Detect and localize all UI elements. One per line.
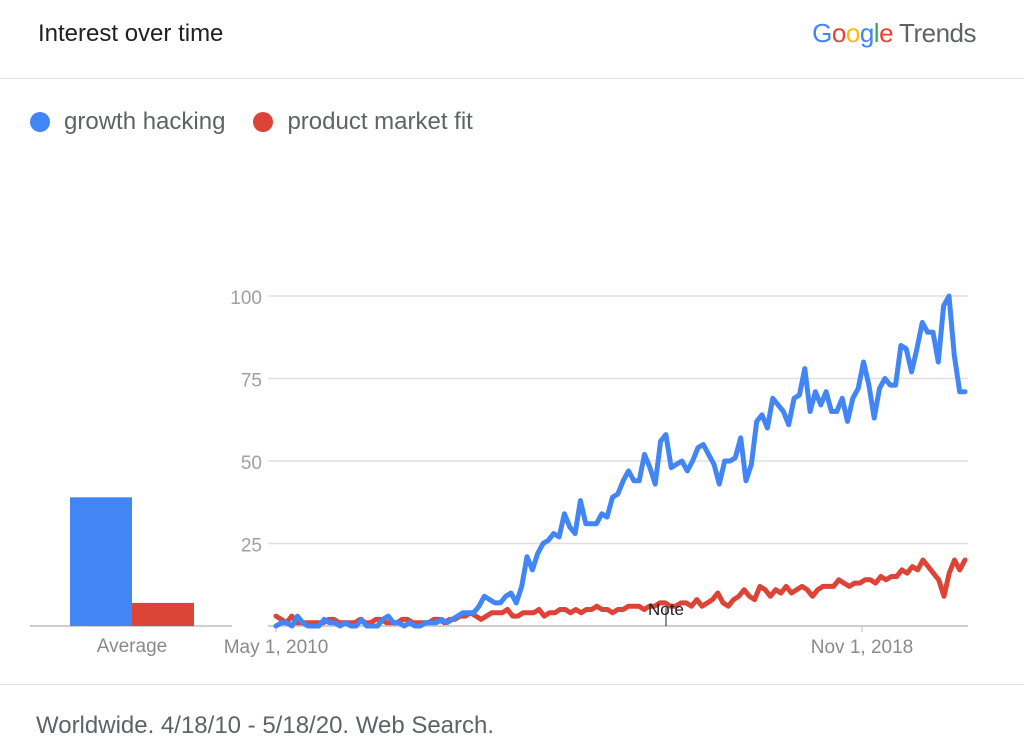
chart-header: Interest over time Google Trends — [0, 0, 1024, 79]
series-line-0 — [273, 293, 968, 629]
y-tick-label: 75 — [241, 371, 262, 392]
logo-letter: e — [879, 18, 894, 48]
y-tick-label: 25 — [241, 536, 262, 557]
legend-item-product-market-fit[interactable]: product market fit — [253, 108, 473, 136]
average-label: Average — [97, 636, 167, 657]
chart-title: Interest over time — [38, 20, 224, 47]
chart-legend: growth hacking product market fit — [30, 108, 501, 136]
x-tick-label: Nov 1, 2018 — [811, 637, 913, 658]
legend-label-growth-hacking: growth hacking — [64, 108, 226, 135]
interest-over-time-chart[interactable]: 25 50 75 100 Average May 1, 2010 Nov 1, 2018 No… — [0, 150, 1024, 680]
logo-letter: G — [812, 18, 832, 48]
legend-label-product-market-fit: product market fit — [287, 108, 473, 135]
logo-letter: l — [873, 18, 880, 48]
logo-letter: o — [845, 18, 860, 48]
google-trends-logo: Google Trends — [812, 18, 976, 49]
average-bar-0 — [70, 497, 132, 626]
y-tick-label: 50 — [241, 453, 262, 474]
trends-wordmark: Trends — [899, 18, 976, 48]
note-label: Note — [648, 600, 684, 619]
average-bar-1 — [132, 602, 194, 626]
series-line-1 — [273, 557, 968, 626]
legend-dot-icon — [30, 112, 50, 132]
footer-divider — [0, 684, 1024, 685]
x-tick-label: May 1, 2010 — [224, 637, 329, 658]
google-wordmark: Google — [812, 18, 893, 48]
logo-letter: g — [859, 18, 874, 48]
logo-letter: o — [831, 18, 846, 48]
legend-dot-icon — [253, 112, 274, 132]
footer-caption: Worldwide. 4/18/10 - 5/18/20. Web Search… — [36, 712, 495, 739]
y-tick-label: 100 — [230, 288, 262, 309]
legend-item-growth-hacking[interactable]: growth hacking — [30, 108, 225, 136]
